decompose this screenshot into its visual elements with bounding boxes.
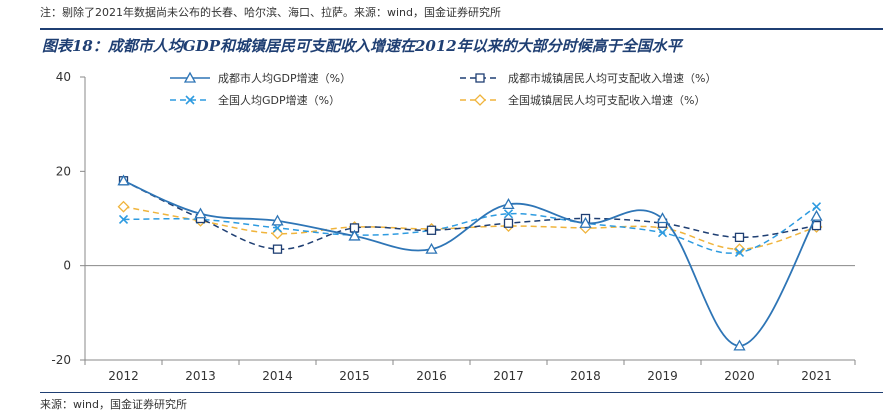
legend-label: 全国人均GDP增速（%） [218, 93, 340, 107]
series-2 [118, 176, 822, 254]
legend-entry: 成都市人均GDP增速（%） [170, 71, 351, 85]
series-line [123, 179, 818, 347]
x-tick-label: 2015 [339, 369, 370, 383]
data-point [194, 207, 207, 219]
data-point [348, 229, 361, 241]
legend-label: 成都市城镇居民人均可支配收入增速（%） [508, 71, 716, 85]
y-tick-label: -20 [51, 353, 71, 367]
legend-label: 成都市人均GDP增速（%） [218, 71, 351, 85]
data-point [426, 225, 437, 235]
footnote: 注：剔除了2021年数据尚未公布的长春、哈尔滨、海口、拉萨。来源：wind，国金… [40, 6, 501, 19]
data-point [271, 214, 284, 226]
chart-legend: 成都市人均GDP增速（%） 成都市城镇居民人均可支配收入增速（%） 全国人均GDP增… [170, 71, 716, 107]
x-tick-label: 2013 [185, 369, 216, 383]
figure-title-bar: 图表18：成都市人均GDP和城镇居民可支配收入增速在2012年以来的大部分时候高… [40, 28, 883, 56]
data-point [811, 202, 822, 212]
legend-marker [474, 94, 486, 106]
data-point [271, 227, 284, 240]
series-3 [118, 202, 822, 258]
source-note: 来源：wind，国金证券研究所 [40, 392, 883, 412]
data-point [503, 209, 514, 219]
chart-axes: -20 0 20 40 2012 2013 2014 2015 2016 2017 2018 2019… [51, 70, 856, 383]
data-point [656, 212, 669, 224]
legend-entry: 全国城镇居民人均可支配收入增速（%） [460, 93, 705, 107]
legend-marker [183, 71, 197, 83]
legend-marker [185, 95, 195, 105]
x-tick-label: 2019 [647, 369, 678, 383]
x-tick-label: 2021 [801, 369, 832, 383]
data-point [272, 244, 283, 254]
data-point [117, 200, 130, 213]
x-tick-label: 2016 [416, 369, 447, 383]
legend-label: 全国城镇居民人均可支配收入增速（%） [508, 93, 705, 107]
x-tick-label: 2020 [724, 369, 755, 383]
data-point [117, 174, 130, 186]
series-line [123, 205, 817, 250]
data-point [579, 216, 592, 228]
series-1 [117, 174, 823, 351]
data-point [657, 228, 668, 238]
x-tick-label: 2017 [493, 369, 524, 383]
figure-title: 图表18：成都市人均GDP和城镇居民可支配收入增速在2012年以来的大部分时候高… [42, 37, 682, 55]
data-point [734, 232, 745, 243]
data-point [733, 339, 746, 351]
series-line [123, 206, 817, 254]
line-chart: -20 0 20 40 2012 2013 2014 2015 2016 2017 2018 2019… [51, 70, 856, 383]
x-tick-label: 2014 [262, 369, 293, 383]
data-point [425, 242, 438, 254]
chart-series [117, 174, 823, 351]
series-line [123, 180, 817, 250]
y-tick-label: 40 [56, 70, 71, 84]
y-tick-label: 0 [63, 259, 71, 273]
data-point [810, 209, 823, 221]
legend-marker [475, 73, 485, 83]
legend-entry: 全国人均GDP增速（%） [170, 93, 340, 107]
y-tick-label: 20 [56, 164, 71, 178]
data-point [502, 198, 515, 210]
data-point [733, 243, 746, 256]
data-point [503, 218, 514, 228]
data-point [734, 247, 745, 258]
x-tick-label: 2018 [570, 369, 601, 383]
data-point [118, 214, 129, 225]
legend-entry: 成都市城镇居民人均可支配收入增速（%） [460, 71, 716, 85]
x-tick-label: 2012 [108, 369, 139, 383]
